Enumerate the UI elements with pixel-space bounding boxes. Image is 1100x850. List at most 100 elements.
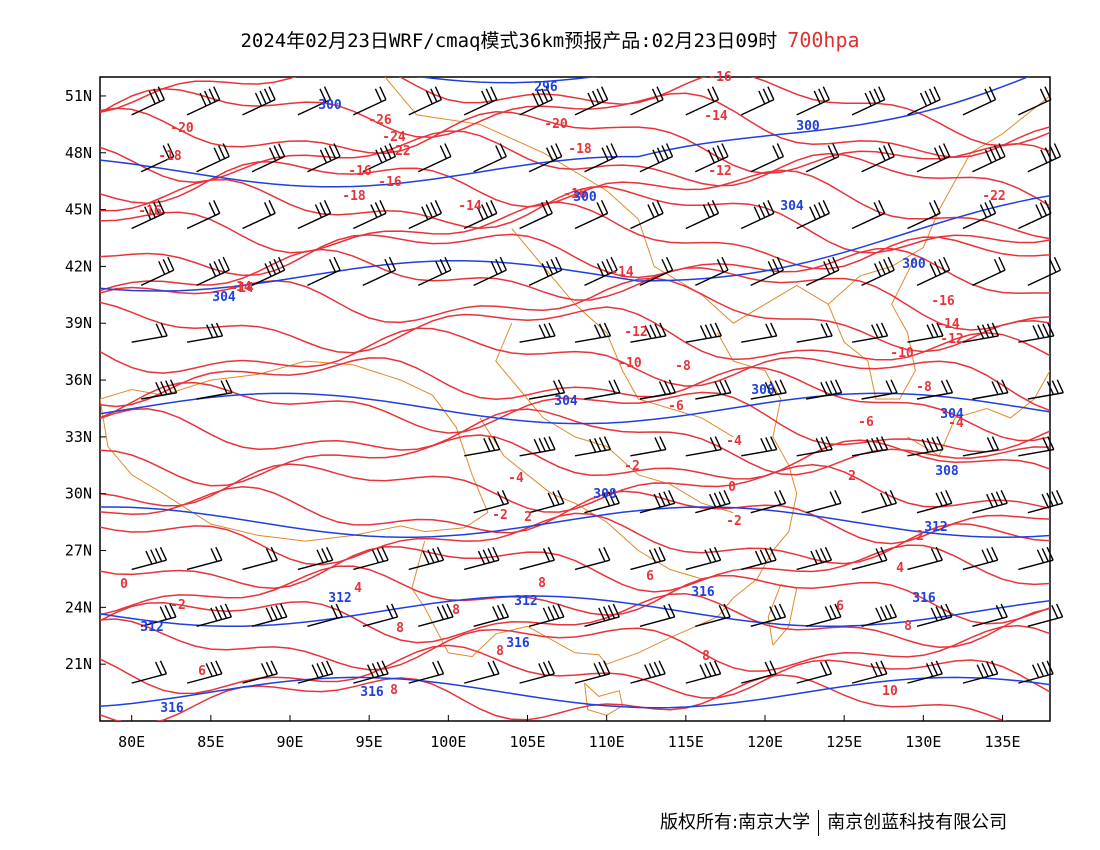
wind-barb (916, 603, 953, 627)
wind-barb (695, 143, 729, 173)
wind-barb (464, 436, 501, 457)
wind-barb (528, 490, 565, 514)
y-tick-label: 36N (65, 371, 92, 389)
height-label: 308 (751, 383, 775, 398)
wind-barb (796, 86, 830, 116)
y-tick-label: 42N (65, 257, 92, 275)
wind-barb (574, 660, 611, 684)
wind-barb (750, 490, 787, 514)
wind-barb (196, 603, 232, 627)
wind-barb (741, 546, 777, 571)
wind-barb (362, 143, 397, 173)
wind-barb (630, 200, 664, 230)
height-label: 296 (534, 80, 558, 95)
wind-barb (851, 86, 886, 116)
wind-barb (805, 143, 840, 173)
wind-barb (1018, 322, 1055, 343)
wind-barb (584, 490, 620, 514)
wind-barb (574, 436, 612, 457)
x-tick-label: 105E (509, 733, 545, 751)
wind-barb (695, 490, 731, 514)
wind-barb (574, 86, 609, 116)
temperature-label: 8 (390, 683, 398, 698)
wind-barb (140, 603, 177, 627)
wind-barb (916, 256, 951, 286)
wind-barb (186, 660, 223, 684)
wind-barb (251, 256, 286, 286)
wind-barb (861, 379, 898, 400)
wind-barb (186, 322, 224, 343)
temperature-label: 2 (524, 510, 532, 525)
temperature-contour (100, 327, 1050, 412)
wind-barb (140, 256, 175, 286)
temperature-label: 6 (198, 664, 206, 679)
y-tick-label: 33N (65, 428, 92, 446)
wind-barb (685, 546, 722, 571)
wind-barb (805, 603, 842, 627)
x-tick-label: 115E (668, 733, 704, 751)
x-tick-label: 110E (589, 733, 625, 751)
height-label: 312 (328, 591, 351, 606)
wind-barb (685, 200, 720, 230)
wind-barb (916, 143, 951, 173)
wind-barb (242, 200, 276, 230)
temperature-label: -20 (170, 121, 194, 136)
wind-barb (242, 86, 276, 116)
wind-barb (695, 256, 729, 286)
x-tick-label: 135E (984, 733, 1020, 751)
y-tick-label: 27N (65, 542, 92, 560)
height-label: 300 (902, 257, 926, 272)
wind-barb (639, 143, 674, 173)
wind-barb (519, 660, 555, 684)
wind-barb (1018, 200, 1052, 230)
temperature-contour (100, 107, 1050, 175)
wind-barb (750, 603, 787, 627)
temperature-label: -2 (726, 514, 742, 529)
height-label: 300 (796, 119, 820, 134)
x-tick-label: 130E (905, 733, 941, 751)
wind-barb (1018, 660, 1054, 684)
wind-barb (740, 200, 775, 230)
x-tick-label: 125E (826, 733, 862, 751)
wind-barb (242, 546, 278, 571)
wind-barb (297, 546, 334, 571)
wind-barb (528, 256, 563, 286)
wind-barb (1027, 490, 1064, 514)
wind-barb (307, 143, 341, 173)
wind-barb (353, 86, 387, 116)
wind-barb (972, 603, 1008, 627)
height-label: 300 (573, 190, 597, 205)
temperature-label: -2 (492, 508, 508, 523)
height-label: 316 (506, 636, 530, 651)
wind-barb (630, 436, 667, 457)
wind-barb (741, 322, 778, 343)
wind-barb (584, 603, 620, 627)
wind-barb (972, 490, 1008, 514)
wind-barb (639, 490, 676, 514)
wind-barb (196, 379, 233, 400)
temperature-contour (100, 486, 1050, 545)
wind-barb (408, 660, 445, 684)
temperature-label: 2 (916, 529, 924, 544)
wind-barb (140, 143, 175, 173)
height-label: 312 (924, 520, 947, 535)
height-labels: 300 296 300 300 304 300 304 304 308 304 308 308 312 3… (140, 80, 964, 716)
wind-barb (639, 379, 677, 400)
wind-barb (473, 490, 510, 514)
temperature-label: 8 (538, 576, 546, 591)
wind-barb (907, 546, 943, 571)
wind-barb (1027, 143, 1062, 173)
temperature-contour (100, 565, 1050, 625)
temperature-contour (100, 381, 1050, 453)
wind-barb (685, 660, 722, 684)
wind-barbs (131, 86, 1064, 684)
wind-barb (962, 436, 1000, 457)
wind-barb (861, 256, 895, 286)
temperature-label: -4 (726, 434, 742, 449)
height-contour (100, 595, 1050, 628)
height-label: 312 (514, 594, 537, 609)
wind-barb (907, 436, 944, 457)
temperature-label: -2 (624, 459, 640, 474)
temperature-label: -14 (704, 109, 728, 124)
wind-barb (962, 546, 999, 571)
